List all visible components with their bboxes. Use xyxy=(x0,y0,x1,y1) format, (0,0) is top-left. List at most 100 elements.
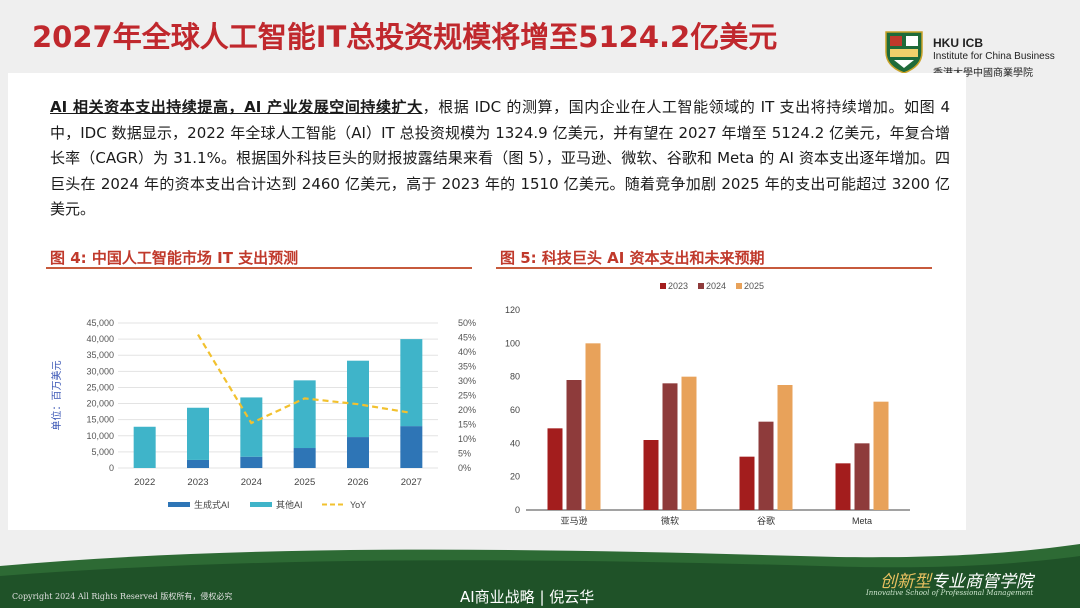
y-tick-label: 15,000 xyxy=(86,415,114,425)
legend-label-other-ai: 其他AI xyxy=(276,499,303,510)
y2-tick-label: 30% xyxy=(458,376,476,386)
figure-4-label: 图 4: xyxy=(50,249,87,267)
figure-5-title: 科技巨头 AI 资本支出和未来预期 xyxy=(541,249,765,267)
legend-label-genai: 生成式AI xyxy=(194,499,230,510)
body-paragraph: AI 相关资本支出持续提高，AI 产业发展空间持续扩大，根据 IDC 的测算，国… xyxy=(50,95,950,223)
bar-genai xyxy=(293,448,316,468)
x-tick-label: 2022 xyxy=(134,477,155,488)
footer-center-text: AI商业战略 | 倪云华 xyxy=(460,588,595,606)
legend-swatch-2023 xyxy=(660,283,666,289)
chart-ai-it-spending: 0 5,000 10,000 15,000 20,000 25,000 30,000 35,0… xyxy=(50,318,476,510)
x-tick-label: 亚马逊 xyxy=(560,516,587,526)
bar-2024 xyxy=(854,443,870,510)
body-text: ，根据 IDC 的测算，国内企业在人工智能领域的 IT 支出将持续增加。如图 4… xyxy=(50,98,951,218)
bar-2024 xyxy=(662,383,678,510)
footer-band xyxy=(0,544,1080,608)
y2-tick-label: 50% xyxy=(458,318,476,328)
footer-brand: 创新型专业商管学院 xyxy=(880,567,1033,592)
y-tick-label: 100 xyxy=(505,338,520,348)
legend-label-yoy: YoY xyxy=(350,500,366,510)
legend-swatch-2025 xyxy=(736,283,742,289)
y-tick-label: 10,000 xyxy=(86,431,114,441)
bar-2024 xyxy=(566,380,582,510)
y2-tick-label: 25% xyxy=(458,391,476,401)
bar-2024 xyxy=(758,421,774,510)
y-tick-label: 0 xyxy=(109,463,114,473)
bar-2023 xyxy=(547,428,563,510)
figure-4-divider xyxy=(46,267,472,269)
legend-swatch-2024 xyxy=(698,283,704,289)
figure-5-divider xyxy=(496,267,932,269)
bar-2023 xyxy=(835,463,851,510)
y-tick-label: 45,000 xyxy=(86,318,114,328)
bar-2025 xyxy=(873,401,889,510)
figure-4-title: 中国人工智能市场 IT 支出预测 xyxy=(91,249,299,267)
y2-tick-label: 10% xyxy=(458,434,476,444)
y2-tick-label: 35% xyxy=(458,362,476,372)
footer-brand-highlight: 创新型 xyxy=(880,572,931,592)
y-tick-label: 0 xyxy=(515,505,520,515)
y-tick-label: 35,000 xyxy=(86,350,114,360)
logo-chinese: 香港大學中國商業學院 xyxy=(933,68,1033,79)
y-axis-title: 单位：百万美元 xyxy=(50,361,63,431)
y-tick-label: 5,000 xyxy=(91,447,114,457)
x-tick-label: 2024 xyxy=(241,477,262,488)
bar-genai xyxy=(187,459,209,468)
x-tick-label: 2023 xyxy=(187,477,208,488)
bar-2025 xyxy=(777,385,793,510)
bar-other-ai xyxy=(133,426,156,468)
y2-tick-label: 20% xyxy=(458,405,476,415)
y-tick-label: 30,000 xyxy=(86,366,114,376)
y2-tick-label: 0% xyxy=(458,463,471,473)
y-tick-label: 40,000 xyxy=(86,334,114,344)
yoy-line xyxy=(197,334,412,425)
footer-brand-rest: 专业商管学院 xyxy=(931,572,1033,592)
logo-name: HKU ICB xyxy=(933,36,983,50)
bar-other-ai xyxy=(240,397,263,457)
y2-tick-label: 45% xyxy=(458,333,476,343)
bar-genai xyxy=(240,456,263,468)
x-tick-label: 2026 xyxy=(347,477,368,488)
y-tick-label: 20,000 xyxy=(86,399,114,409)
x-tick-label: 微软 xyxy=(661,515,679,526)
legend-label-2023: 2023 xyxy=(668,281,688,291)
y-tick-label: 40 xyxy=(510,438,520,448)
footer-copyright: Copyright 2024 All Rights Reserved 版权所有，… xyxy=(12,592,233,601)
shield-icon xyxy=(885,31,923,74)
figure-5-heading: 图 5: 科技巨头 AI 资本支出和未来预期 xyxy=(500,247,765,268)
y2-tick-label: 5% xyxy=(458,449,471,459)
hku-icb-logo: HKU ICB Institute for China Business 香港大… xyxy=(884,30,1074,79)
bar-genai xyxy=(347,437,369,468)
bar-2023 xyxy=(739,456,755,510)
footer-brand-subtitle: Innovative School of Professional Manage… xyxy=(866,589,1034,597)
content-card xyxy=(8,73,966,530)
bar-2025 xyxy=(681,376,697,510)
chart-bigtech-capex: 0 20 40 60 80 100 120 亚马逊 微软 谷歌 Meta 2023 2024 2025 xyxy=(505,281,910,526)
y-tick-label: 120 xyxy=(505,305,520,315)
y2-tick-label: 15% xyxy=(458,420,476,430)
bar-other-ai xyxy=(400,339,423,427)
y-tick-label: 25,000 xyxy=(86,382,114,392)
legend-swatch-genai xyxy=(168,502,190,507)
x-tick-label: 谷歌 xyxy=(757,515,775,526)
lead-sentence: AI 相关资本支出持续提高，AI 产业发展空间持续扩大 xyxy=(50,98,423,116)
x-tick-label: 2027 xyxy=(401,477,422,488)
bar-2023 xyxy=(643,440,659,510)
bar-genai xyxy=(400,426,423,468)
bar-other-ai xyxy=(347,360,369,438)
bar-other-ai xyxy=(293,380,316,449)
logo-subtitle: Institute for China Business xyxy=(933,51,1055,62)
slide-title: 2027年全球人工智能IT总投资规模将增至5124.2亿美元 xyxy=(32,20,778,54)
bar-2025 xyxy=(585,343,601,510)
y2-tick-label: 40% xyxy=(458,347,476,357)
figure-5-label: 图 5: xyxy=(500,249,537,267)
bar-other-ai xyxy=(187,407,209,460)
x-tick-label: Meta xyxy=(852,516,872,526)
x-tick-label: 2025 xyxy=(294,477,315,488)
y-tick-label: 80 xyxy=(510,372,520,382)
y-tick-label: 20 xyxy=(510,472,520,482)
legend-label-2024: 2024 xyxy=(706,281,726,291)
legend-label-2025: 2025 xyxy=(744,281,764,291)
y-tick-label: 60 xyxy=(510,405,520,415)
figure-4-heading: 图 4: 中国人工智能市场 IT 支出预测 xyxy=(50,247,298,268)
